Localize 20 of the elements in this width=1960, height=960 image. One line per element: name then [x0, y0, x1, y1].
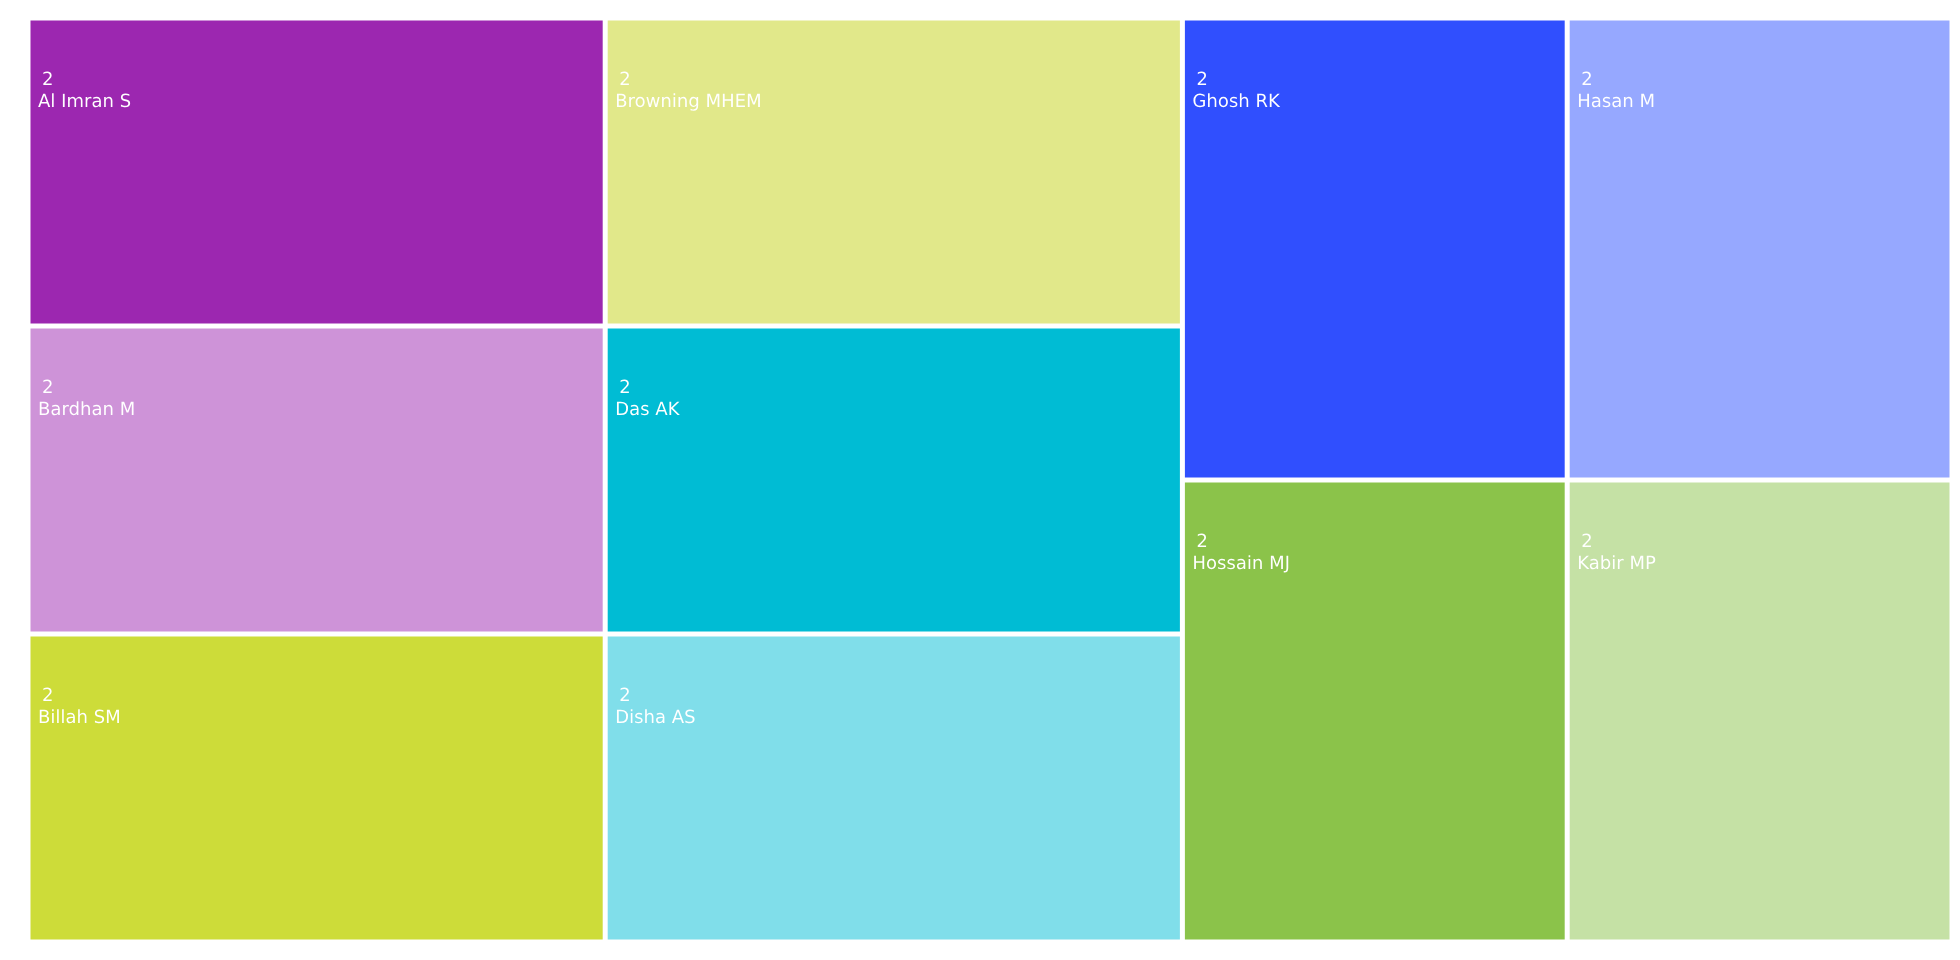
- data-label: 2: [620, 687, 629, 701]
- category-label: Browning MHEM: [616, 93, 760, 111]
- category-label: Hossain MJ: [1194, 555, 1289, 573]
- data-label: 2: [43, 687, 52, 701]
- category-label: Billah SM: [39, 709, 119, 724]
- data-label: 2: [620, 379, 629, 393]
- category-label: Kabir MP: [1578, 555, 1656, 570]
- data-label: 2: [620, 71, 629, 85]
- category-label: Ghosh RK: [1193, 93, 1281, 108]
- data-label: 2: [1582, 71, 1591, 85]
- data-label: 2: [1197, 533, 1207, 547]
- category-label: Hasan M: [1578, 93, 1654, 108]
- category-label: Al Imran S: [38, 93, 131, 108]
- category-label: Bardhan M: [39, 401, 134, 416]
- category-label: Das AK: [616, 401, 680, 416]
- category-label: Disha AS: [616, 709, 695, 724]
- data-label: 2: [43, 71, 52, 85]
- data-label: 2: [43, 379, 52, 393]
- data-label: 2: [1197, 71, 1207, 85]
- data-label: 2: [1582, 533, 1591, 547]
